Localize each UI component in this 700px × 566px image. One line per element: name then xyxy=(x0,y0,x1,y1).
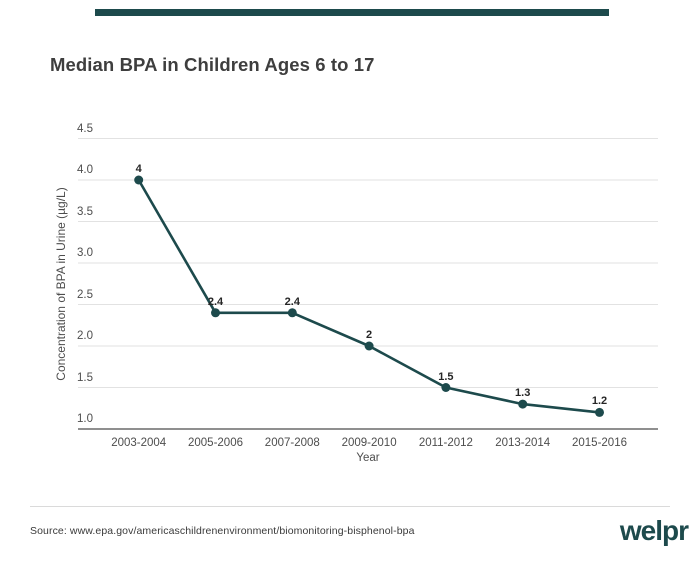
data-point-marker xyxy=(441,383,451,392)
point-value-label: 2.4 xyxy=(284,295,300,308)
point-value-label: 2.4 xyxy=(207,295,224,308)
data-point-marker xyxy=(287,308,297,318)
y-tick-label: 2.0 xyxy=(77,330,93,342)
y-tick-label: 4.0 xyxy=(77,164,93,176)
x-tick-label: 2009-2010 xyxy=(341,437,397,449)
point-value-label: 1.2 xyxy=(591,395,608,408)
line-chart: 1.0 1.5 2.0 2.5 3.0 3.5 4.0 4.5 4 2003-2004 2.4 200… xyxy=(54,122,658,464)
point-value-label: 1.3 xyxy=(515,387,531,400)
welpr-logo: welpr xyxy=(619,515,689,546)
y-axis-title: Concentration of BPA in Urine (µg/L) xyxy=(54,187,68,381)
point-value-label: 1.5 xyxy=(438,370,454,383)
x-tick-label: 2005-2006 xyxy=(188,437,243,449)
y-tick-label: 2.5 xyxy=(77,288,93,301)
x-tick-label: 2015-2016 xyxy=(572,437,627,449)
accent-bar xyxy=(95,9,609,16)
x-axis-title: Year xyxy=(356,452,380,464)
data-point-marker xyxy=(211,308,220,318)
data-point-marker xyxy=(364,341,374,351)
y-tick-label: 4.5 xyxy=(77,122,93,135)
y-tick-label: 3.0 xyxy=(77,247,93,259)
x-tick-label: 2007-2008 xyxy=(264,437,320,449)
x-tick-label: 2013-2014 xyxy=(495,437,551,449)
page-title: Median BPA in Children Ages 6 to 17 xyxy=(50,54,375,75)
plot-canvas xyxy=(78,138,658,430)
footer-divider xyxy=(30,506,670,507)
source-text: Source: www.epa.gov/americaschildrenenvi… xyxy=(30,525,415,537)
point-value-label: 2 xyxy=(366,329,373,341)
y-tick-label: 1.5 xyxy=(77,371,93,384)
point-value-label: 4 xyxy=(135,163,142,175)
data-point-marker xyxy=(595,407,604,417)
x-tick-label: 2003-2004 xyxy=(111,437,167,449)
y-tick-label: 1.0 xyxy=(77,413,93,425)
data-point-marker xyxy=(134,175,144,185)
y-tick-label: 3.5 xyxy=(77,205,93,218)
data-point-marker xyxy=(518,399,528,409)
x-tick-label: 2011-2012 xyxy=(418,437,473,449)
